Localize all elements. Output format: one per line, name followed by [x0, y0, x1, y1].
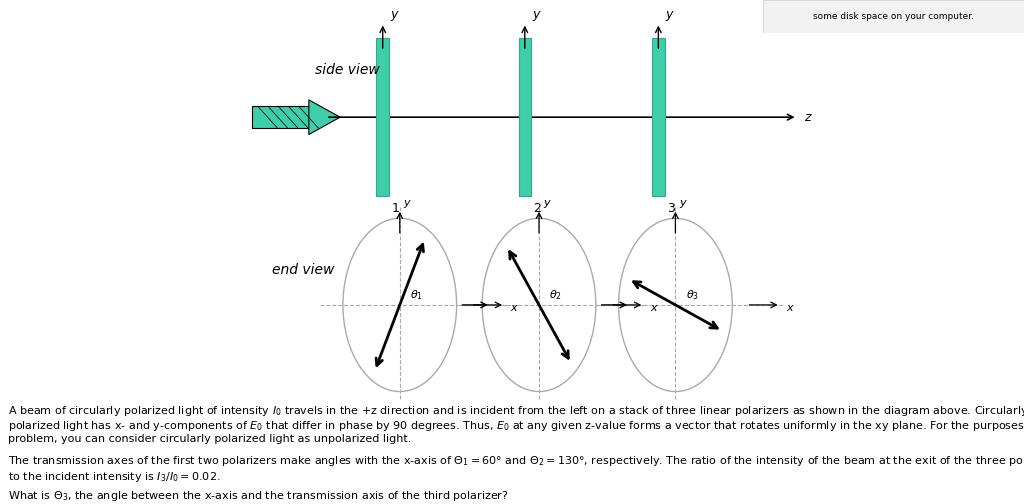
Bar	[252, 106, 309, 128]
Text: end view: end view	[272, 263, 334, 277]
Text: some disk space on your computer.: some disk space on your computer.	[813, 12, 974, 21]
Polygon shape	[309, 100, 340, 135]
Text: $\theta_1$: $\theta_1$	[410, 288, 423, 302]
Text: y: y	[532, 8, 540, 21]
Bar	[518, 38, 531, 196]
Text: y: y	[679, 198, 686, 208]
Text: The transmission axes of the first two polarizers make angles with the x-axis of: The transmission axes of the first two p…	[8, 454, 1024, 468]
Text: y: y	[403, 198, 411, 208]
Text: x: x	[650, 302, 656, 312]
Text: $\theta_2$: $\theta_2$	[549, 288, 562, 302]
Text: A beam of circularly polarized light of intensity $I_0$ travels in the +z direct: A beam of circularly polarized light of …	[8, 404, 1024, 418]
Text: polarized light has x- and y-components of $E_0$ that differ in phase by 90 degr: polarized light has x- and y-components …	[8, 419, 1024, 433]
Text: x: x	[786, 302, 793, 312]
Text: y: y	[666, 8, 673, 21]
Text: 3: 3	[667, 202, 675, 215]
Text: $\theta_3$: $\theta_3$	[686, 288, 698, 302]
Text: y: y	[543, 198, 550, 208]
Bar	[652, 38, 665, 196]
Bar	[377, 38, 389, 196]
Text: y: y	[390, 8, 397, 21]
Text: problem, you can consider circularly polarized light as unpolarized light.: problem, you can consider circularly pol…	[8, 434, 412, 445]
Text: x: x	[511, 302, 517, 312]
Text: 1: 1	[391, 202, 399, 215]
Text: to the incident intensity is $I_3/I_0 = 0.02$.: to the incident intensity is $I_3/I_0 = …	[8, 470, 221, 483]
Text: 2: 2	[534, 202, 542, 215]
Text: What is $\Theta _3$, the angle between the x-axis and the transmission axis of t: What is $\Theta _3$, the angle between t…	[8, 489, 509, 503]
Text: side view: side view	[314, 63, 379, 77]
Text: z: z	[805, 111, 811, 123]
